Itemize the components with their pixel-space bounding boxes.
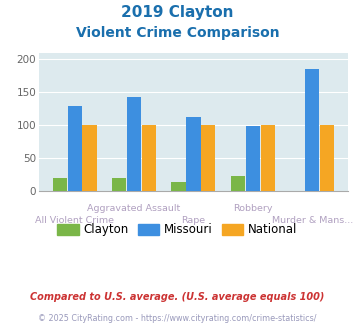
Text: Compared to U.S. average. (U.S. average equals 100): Compared to U.S. average. (U.S. average … <box>30 292 325 302</box>
Bar <box>171 182 186 191</box>
Text: © 2025 CityRating.com - https://www.cityrating.com/crime-statistics/: © 2025 CityRating.com - https://www.city… <box>38 314 317 323</box>
Text: 2019 Clayton: 2019 Clayton <box>121 5 234 20</box>
Bar <box>82 125 97 191</box>
Bar <box>231 176 245 191</box>
Bar <box>261 125 275 191</box>
Bar <box>67 106 82 191</box>
Bar <box>186 117 201 191</box>
Bar <box>201 125 215 191</box>
Text: Robbery: Robbery <box>233 204 273 213</box>
Text: Aggravated Assault: Aggravated Assault <box>87 204 181 213</box>
Bar <box>53 178 67 191</box>
Text: Murder & Mans...: Murder & Mans... <box>272 216 353 225</box>
Text: Rape: Rape <box>181 216 206 225</box>
Legend: Clayton, Missouri, National: Clayton, Missouri, National <box>53 219 302 241</box>
Text: Violent Crime Comparison: Violent Crime Comparison <box>76 26 279 40</box>
Text: All Violent Crime: All Violent Crime <box>35 216 114 225</box>
Bar <box>142 125 156 191</box>
Bar <box>127 97 141 191</box>
Bar <box>246 126 260 191</box>
Bar <box>305 69 320 191</box>
Bar <box>320 125 334 191</box>
Bar <box>112 178 126 191</box>
